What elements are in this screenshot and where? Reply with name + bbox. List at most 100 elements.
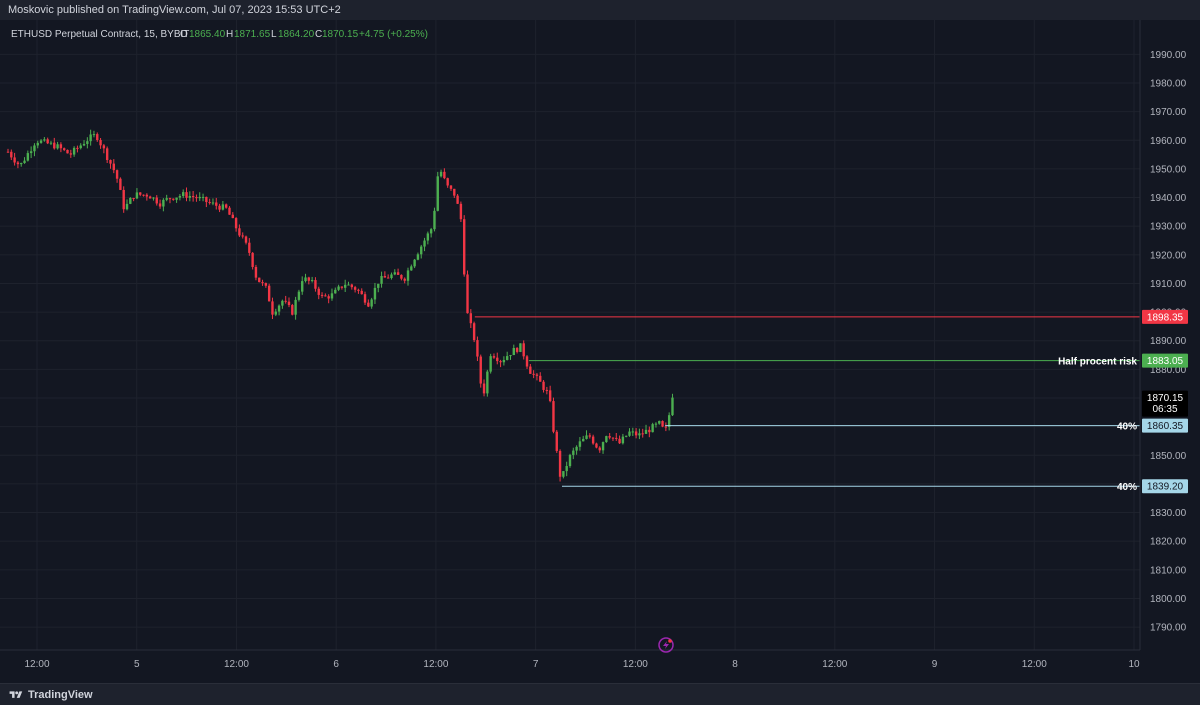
legend-o-label: O: [180, 29, 188, 40]
candle-body: [390, 274, 393, 279]
candle-body: [413, 259, 416, 267]
price-tick-label: 1980.00: [1150, 79, 1187, 90]
candle-body: [542, 381, 545, 390]
candle-body: [132, 197, 135, 199]
candle-body: [429, 229, 433, 234]
candle-body: [43, 139, 46, 141]
candle-body: [443, 171, 446, 179]
price-chart[interactable]: Half procent risk 40% 40% ETHUSD Perpetual…: [0, 20, 1200, 684]
publisher-bar: Moskovic published on TradingView.com, J…: [0, 0, 1200, 21]
candle-body: [188, 196, 192, 198]
price-tick-label: 1790.00: [1150, 623, 1187, 634]
candle-body: [631, 431, 635, 433]
candle-body: [53, 142, 56, 149]
candle-body: [439, 171, 443, 177]
candle-body: [552, 401, 555, 432]
candle-body: [383, 276, 387, 278]
candle-body: [297, 291, 301, 300]
candle-body: [148, 196, 152, 199]
candle-body: [618, 438, 621, 444]
candle-body: [340, 286, 344, 288]
candle-body: [182, 192, 185, 196]
candle-body: [26, 153, 30, 161]
price-tick-label: 1990.00: [1150, 50, 1187, 61]
candle-body: [496, 357, 499, 362]
candle-body: [459, 203, 463, 220]
time-tick-label: 5: [134, 659, 140, 670]
candle-body: [6, 151, 10, 153]
candle-body: [36, 142, 39, 146]
candle-body: [512, 347, 515, 356]
time-tick-label: 9: [932, 659, 938, 670]
candle-body: [367, 302, 370, 307]
candle-body: [634, 431, 638, 436]
price-tick-label: 1960.00: [1150, 136, 1187, 147]
time-tick-label: 12:00: [1022, 659, 1047, 670]
candle-body: [343, 284, 347, 288]
candle-body: [486, 371, 489, 394]
chart-frame[interactable]: Half procent risk 40% 40% ETHUSD Perpetual…: [0, 20, 1200, 684]
candle-body: [363, 294, 367, 303]
candle-body: [281, 300, 284, 306]
candle-body: [241, 235, 244, 237]
flash-icon[interactable]: [658, 637, 674, 653]
price-tick-label: 1950.00: [1150, 164, 1187, 175]
candle-body: [611, 437, 615, 439]
level-badge: [1142, 353, 1188, 368]
candle-body: [433, 210, 436, 230]
candle-body: [231, 214, 234, 219]
tradingview-logo[interactable]: TradingView: [8, 687, 93, 702]
candle-body: [172, 198, 175, 200]
candle-body: [105, 148, 109, 160]
candle-body: [562, 471, 565, 477]
candle-body: [287, 301, 291, 306]
candle-body: [436, 176, 439, 211]
candle-body: [62, 148, 66, 150]
candle-body: [337, 286, 340, 290]
candle-body: [142, 194, 145, 196]
price-badges: 1898.35 1883.05 1860.35 1839.20: [1142, 309, 1188, 494]
candle-body: [191, 196, 195, 198]
candle-body: [545, 389, 549, 391]
level-badge-text: 1898.35: [1147, 312, 1184, 323]
candle-body: [301, 281, 304, 292]
candle-body: [264, 283, 268, 286]
level-badge: [1142, 418, 1188, 433]
legend-l-value: 1864.20: [278, 29, 315, 40]
candles: [6, 129, 674, 482]
candle-body: [628, 431, 631, 436]
legend-c-label: C: [315, 29, 322, 40]
candle-body: [234, 218, 238, 229]
candle-body: [641, 433, 644, 435]
candle-body: [608, 436, 611, 438]
candle-body: [667, 415, 671, 427]
candle-body: [353, 287, 357, 290]
level-badge-text: 1883.05: [1147, 356, 1184, 367]
candle-body: [423, 240, 426, 247]
price-tick-label: 1920.00: [1150, 250, 1187, 261]
candle-body: [505, 356, 509, 360]
candle-body: [466, 274, 469, 314]
candle-body: [591, 436, 595, 444]
candle-body: [565, 465, 568, 472]
candle-body: [198, 196, 201, 199]
candle-body: [215, 202, 218, 206]
candle-body: [317, 288, 320, 295]
candle-body: [578, 441, 582, 447]
candle-body: [284, 300, 287, 302]
level-text: 40%: [1117, 422, 1137, 433]
price-tick-label: 1890.00: [1150, 336, 1187, 347]
time-tick-label: 6: [333, 659, 339, 670]
legend-change: +4.75 (+0.25%): [359, 29, 428, 40]
candle-body: [39, 140, 43, 143]
candle-body: [479, 356, 482, 384]
candle-body: [585, 435, 588, 439]
candle-body: [248, 242, 251, 253]
candle-body: [539, 375, 542, 382]
legend-o-value: 1865.40: [189, 29, 226, 40]
price-tick-label: 1930.00: [1150, 222, 1187, 233]
time-tick-label: 10: [1128, 659, 1140, 670]
current-price-badge: 1870.15 06:35: [1142, 390, 1188, 417]
price-tick-label: 1970.00: [1150, 107, 1187, 118]
candle-body: [638, 433, 641, 436]
